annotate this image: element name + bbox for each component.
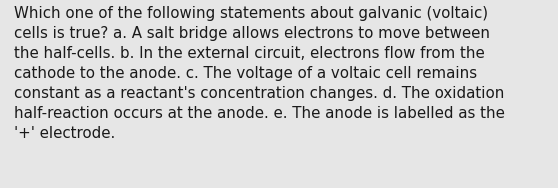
- Text: Which one of the following statements about galvanic (voltaic)
cells is true? a.: Which one of the following statements ab…: [14, 6, 505, 141]
